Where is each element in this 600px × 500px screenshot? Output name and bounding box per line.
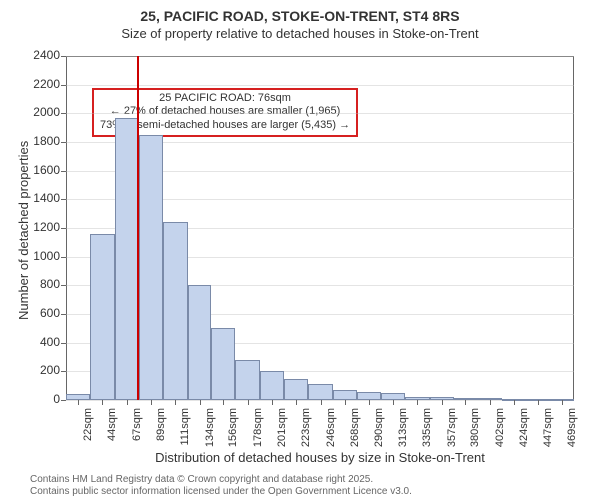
x-tick-label: 447sqm <box>542 408 554 452</box>
y-tick <box>61 171 66 172</box>
y-tick-label: 1600 <box>22 163 60 177</box>
x-tick <box>223 400 224 405</box>
y-tick <box>61 314 66 315</box>
histogram-bar <box>235 360 260 400</box>
x-tick <box>248 400 249 405</box>
x-tick-label: 156sqm <box>227 408 239 452</box>
y-tick-label: 0 <box>22 392 60 406</box>
x-tick <box>490 400 491 405</box>
y-tick <box>61 400 66 401</box>
x-tick-label: 111sqm <box>179 408 191 452</box>
x-tick-label: 223sqm <box>300 408 312 452</box>
y-tick-label: 2400 <box>22 48 60 62</box>
y-tick <box>61 257 66 258</box>
x-tick <box>514 400 515 405</box>
histogram-bar <box>139 135 163 400</box>
x-tick <box>78 400 79 405</box>
y-tick-label: 200 <box>22 363 60 377</box>
chart-title-line1: 25, PACIFIC ROAD, STOKE-ON-TRENT, ST4 8R… <box>0 8 600 24</box>
x-tick <box>102 400 103 405</box>
histogram-bar <box>115 118 139 400</box>
chart-container: 25, PACIFIC ROAD, STOKE-ON-TRENT, ST4 8R… <box>0 0 600 500</box>
x-tick <box>151 400 152 405</box>
x-tick-label: 67sqm <box>131 408 143 452</box>
x-tick-label: 89sqm <box>155 408 167 452</box>
gridline <box>66 113 574 114</box>
y-tick-label: 800 <box>22 277 60 291</box>
y-tick-label: 2000 <box>22 105 60 119</box>
x-tick <box>127 400 128 405</box>
x-tick-label: 268sqm <box>349 408 361 452</box>
x-tick <box>175 400 176 405</box>
x-tick <box>272 400 273 405</box>
y-tick <box>61 371 66 372</box>
histogram-bar <box>260 371 284 400</box>
x-tick-label: 201sqm <box>276 408 288 452</box>
x-tick <box>296 400 297 405</box>
x-tick-label: 469sqm <box>566 408 578 452</box>
credit-line2: Contains public sector information licen… <box>30 486 412 497</box>
x-tick-label: 402sqm <box>494 408 506 452</box>
gridline <box>66 85 574 86</box>
y-tick <box>61 56 66 57</box>
marker-line <box>137 56 139 400</box>
x-tick-label: 134sqm <box>204 408 216 452</box>
histogram-bar <box>381 393 405 400</box>
x-tick-label: 44sqm <box>106 408 118 452</box>
x-tick-label: 22sqm <box>82 408 94 452</box>
histogram-bar <box>357 392 381 400</box>
x-tick-label: 290sqm <box>373 408 385 452</box>
y-tick-label: 1000 <box>22 249 60 263</box>
x-tick <box>393 400 394 405</box>
histogram-bar <box>333 390 357 400</box>
y-tick <box>61 113 66 114</box>
y-tick <box>61 85 66 86</box>
x-tick-label: 380sqm <box>469 408 481 452</box>
x-tick <box>465 400 466 405</box>
y-tick-label: 1800 <box>22 134 60 148</box>
y-tick <box>61 285 66 286</box>
histogram-bar <box>90 234 115 400</box>
x-axis-title: Distribution of detached houses by size … <box>66 450 574 465</box>
x-tick-label: 178sqm <box>252 408 264 452</box>
x-tick-label: 424sqm <box>518 408 530 452</box>
x-tick <box>562 400 563 405</box>
credit-line1: Contains HM Land Registry data © Crown c… <box>30 474 373 485</box>
x-tick <box>200 400 201 405</box>
x-tick <box>345 400 346 405</box>
y-tick-label: 600 <box>22 306 60 320</box>
x-tick <box>538 400 539 405</box>
x-tick <box>369 400 370 405</box>
y-tick <box>61 228 66 229</box>
histogram-bar <box>211 328 235 400</box>
gridline <box>66 56 574 57</box>
y-tick <box>61 199 66 200</box>
chart-title-line2: Size of property relative to detached ho… <box>0 26 600 41</box>
x-tick-label: 313sqm <box>397 408 409 452</box>
histogram-bar <box>284 379 308 401</box>
y-tick-label: 1200 <box>22 220 60 234</box>
x-tick-label: 246sqm <box>325 408 337 452</box>
x-tick-label: 357sqm <box>446 408 458 452</box>
x-tick-label: 335sqm <box>421 408 433 452</box>
x-tick <box>442 400 443 405</box>
histogram-bar <box>308 384 333 400</box>
y-tick <box>61 142 66 143</box>
y-tick <box>61 343 66 344</box>
x-tick <box>321 400 322 405</box>
histogram-bar <box>188 285 212 400</box>
y-tick-label: 1400 <box>22 191 60 205</box>
histogram-bar <box>163 222 188 400</box>
x-tick <box>417 400 418 405</box>
y-tick-label: 2200 <box>22 77 60 91</box>
y-tick-label: 400 <box>22 335 60 349</box>
